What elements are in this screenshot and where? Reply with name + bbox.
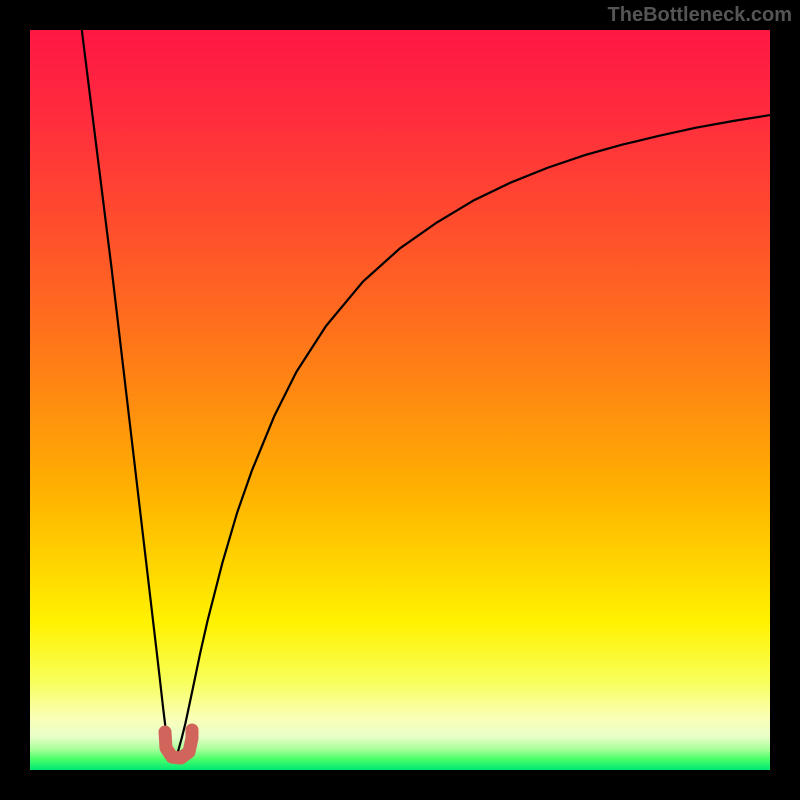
chart-svg	[0, 0, 800, 800]
watermark-text: TheBottleneck.com	[608, 4, 792, 27]
bottleneck-chart: TheBottleneck.com	[0, 0, 800, 800]
plot-background	[30, 30, 770, 770]
